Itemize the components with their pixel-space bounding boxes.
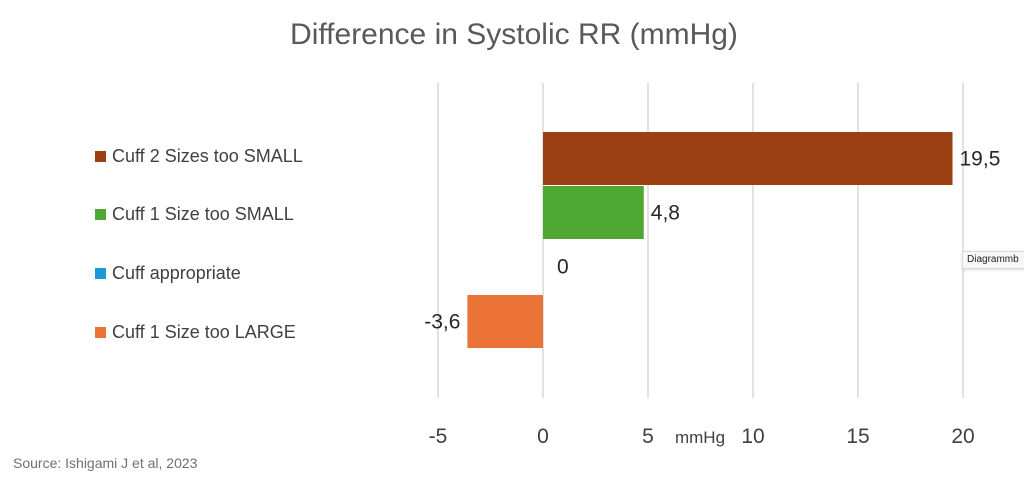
bar <box>543 186 644 239</box>
bar <box>543 132 953 185</box>
data-label: -3,6 <box>424 311 460 334</box>
legend-swatch <box>95 327 106 338</box>
x-tick-label: 15 <box>846 425 869 448</box>
bar <box>467 295 543 348</box>
x-tick-label: 0 <box>537 425 549 448</box>
source-note: Source: Ishigami J et al, 2023 <box>13 455 198 471</box>
x-axis-label: mmHg <box>675 428 725 447</box>
legend-item: Cuff 2 Sizes too SMALL <box>95 146 303 166</box>
x-tick-label: 5 <box>642 425 654 448</box>
legend-swatch <box>95 209 106 220</box>
x-tick-label: 20 <box>951 425 974 448</box>
x-tick-label: 10 <box>741 425 764 448</box>
legend-item: Cuff appropriate <box>95 263 241 283</box>
bars <box>467 132 953 348</box>
data-label: 0 <box>557 256 569 279</box>
legend-label: Cuff 1 Size too LARGE <box>112 322 296 342</box>
legend-label: Cuff appropriate <box>112 263 241 283</box>
legend: Cuff 2 Sizes too SMALL Cuff 1 Size too SM… <box>95 146 303 342</box>
legend-swatch <box>95 268 106 279</box>
legend-item: Cuff 1 Size too SMALL <box>95 204 294 224</box>
x-tick-label: -5 <box>429 425 448 448</box>
legend-swatch <box>95 151 106 162</box>
x-axis-ticks: -5 0 5 10 15 20 <box>429 425 975 448</box>
legend-item: Cuff 1 Size too LARGE <box>95 322 296 342</box>
gridlines <box>437 83 964 398</box>
data-labels: 19,5 4,8 0 -3,6 <box>424 148 1000 334</box>
legend-label: Cuff 1 Size too SMALL <box>112 204 294 224</box>
data-label: 19,5 <box>960 148 1001 171</box>
chart-title: Difference in Systolic RR (mmHg) <box>290 18 738 51</box>
chart-tooltip: Diagrammb <box>962 251 1024 269</box>
data-label: 4,8 <box>651 202 680 225</box>
legend-label: Cuff 2 Sizes too SMALL <box>112 146 303 166</box>
